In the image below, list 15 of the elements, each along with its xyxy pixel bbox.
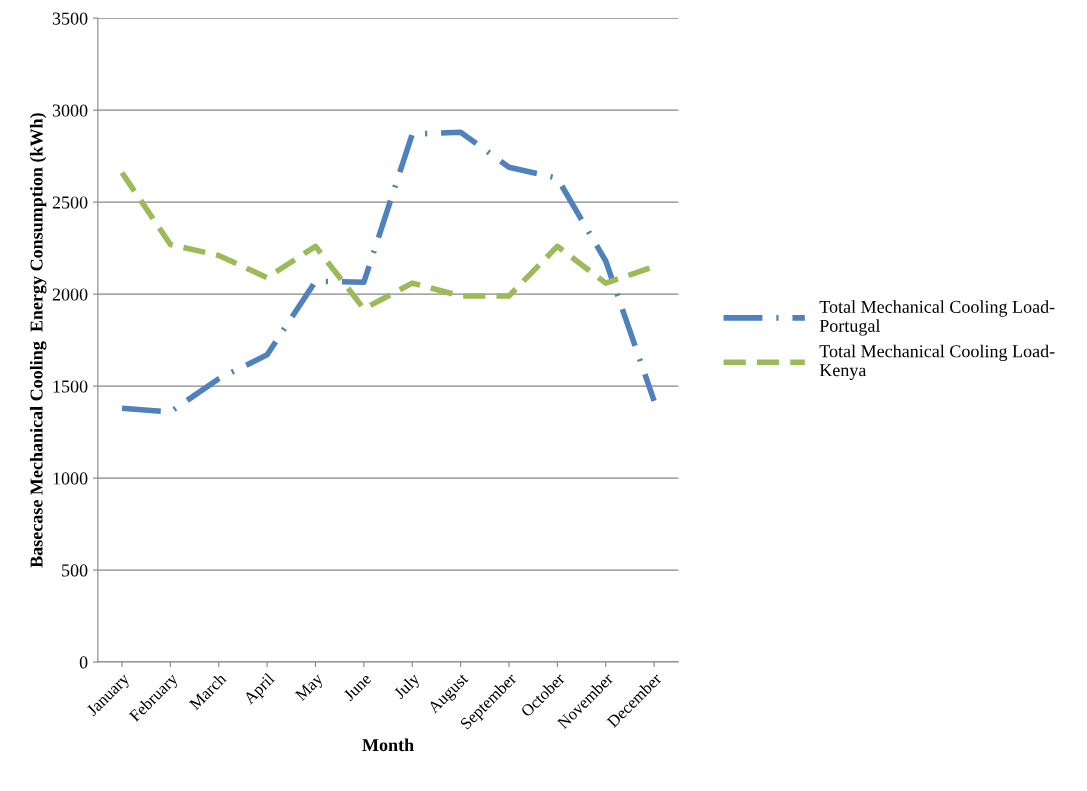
- y-tick-label: 3000: [52, 104, 88, 117]
- y-tick-label: 0: [79, 656, 88, 669]
- y-tick-label: 2500: [52, 196, 88, 209]
- y-tick-label: 500: [62, 564, 88, 577]
- y-tick-label: 2000: [52, 288, 88, 301]
- legend-label: Total Mechanical Cooling Load-Kenya: [819, 344, 1055, 380]
- y-axis-title: Basecase Mechanical Cooling Energy Consumption (kWh): [29, 113, 47, 568]
- x-tick-label: June: [342, 672, 372, 702]
- legend-label: Total Mechanical Cooling Load-Portugal: [819, 300, 1055, 336]
- y-tick-label: 3500: [52, 12, 88, 25]
- x-tick-label: May: [294, 672, 327, 704]
- y-tick-label: 1500: [53, 380, 88, 393]
- y-tick-label: 1000: [53, 472, 88, 485]
- x-axis-title: Month: [362, 738, 414, 752]
- x-tick-label: July: [392, 671, 423, 702]
